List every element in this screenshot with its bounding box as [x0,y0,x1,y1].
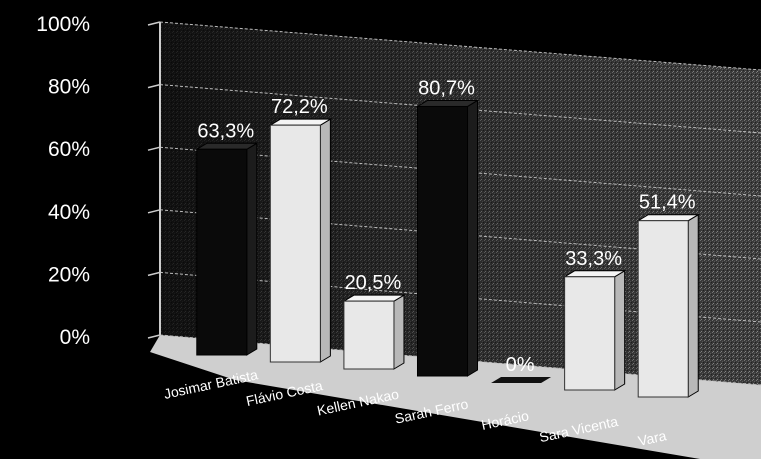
bar-top [342,294,406,302]
gridline [159,21,761,71]
bar-vara [636,213,701,398]
bar-side [393,294,405,370]
bar-face [343,300,395,370]
y-tick-label: 0% [60,326,90,349]
bar-horacio [491,377,552,383]
y-tick-label: 60% [48,138,90,161]
y-axis: 0% 20% 40% 60% 80% 100% [36,13,161,349]
bar-face [196,148,248,356]
bar-face [564,276,616,391]
y-tick-label: 100% [36,13,90,36]
y-tick-mark [147,209,161,214]
y-tick-mark [147,83,161,89]
bar-side [687,213,699,398]
y-tick-label: 80% [48,76,90,99]
bar-flavio-costa [268,118,333,363]
bar-top [194,142,259,150]
data-label-horacio: 0% [506,354,535,376]
bar-face [269,124,321,363]
bar-face [416,105,469,377]
bar-side [246,142,258,356]
y-tick-mark [147,21,161,26]
bar-side [614,269,626,391]
plot-floor [150,335,761,459]
bar-sarah-ferro [415,99,480,377]
bar-face [637,220,689,398]
bar-kellen-nakao [342,294,406,370]
data-label-sarah-ferro: 80,7% [418,77,475,99]
y-tick-mark [147,271,161,277]
y-tick-mark [147,146,161,151]
data-label-kellen-nakao: 20,5% [345,272,402,294]
y-tick-label: 20% [48,263,90,286]
y-tick-label: 40% [48,201,90,224]
data-labels: 63,3% 72,2% 20,5% 80,7% 0% 33,3% 51,4% [197,77,695,376]
bar-side [467,99,479,377]
category-label-vara: Vara [637,427,668,449]
data-label-vara: 51,4% [639,192,696,214]
data-label-sara-vicenta: 33,3% [565,248,622,270]
bar-josimar-batista [194,142,259,356]
bars [194,99,701,398]
bar-top [268,118,333,126]
bar-top [415,99,480,107]
bar-top [636,214,701,222]
bar-top [562,270,627,278]
data-label-josimar-batista: 63,3% [197,120,254,142]
bar-top [491,377,552,383]
data-label-flavio-costa: 72,2% [271,96,328,118]
bar-side [319,118,331,363]
bar-sara-vicenta [562,269,627,391]
y-tick-mark [147,334,161,339]
